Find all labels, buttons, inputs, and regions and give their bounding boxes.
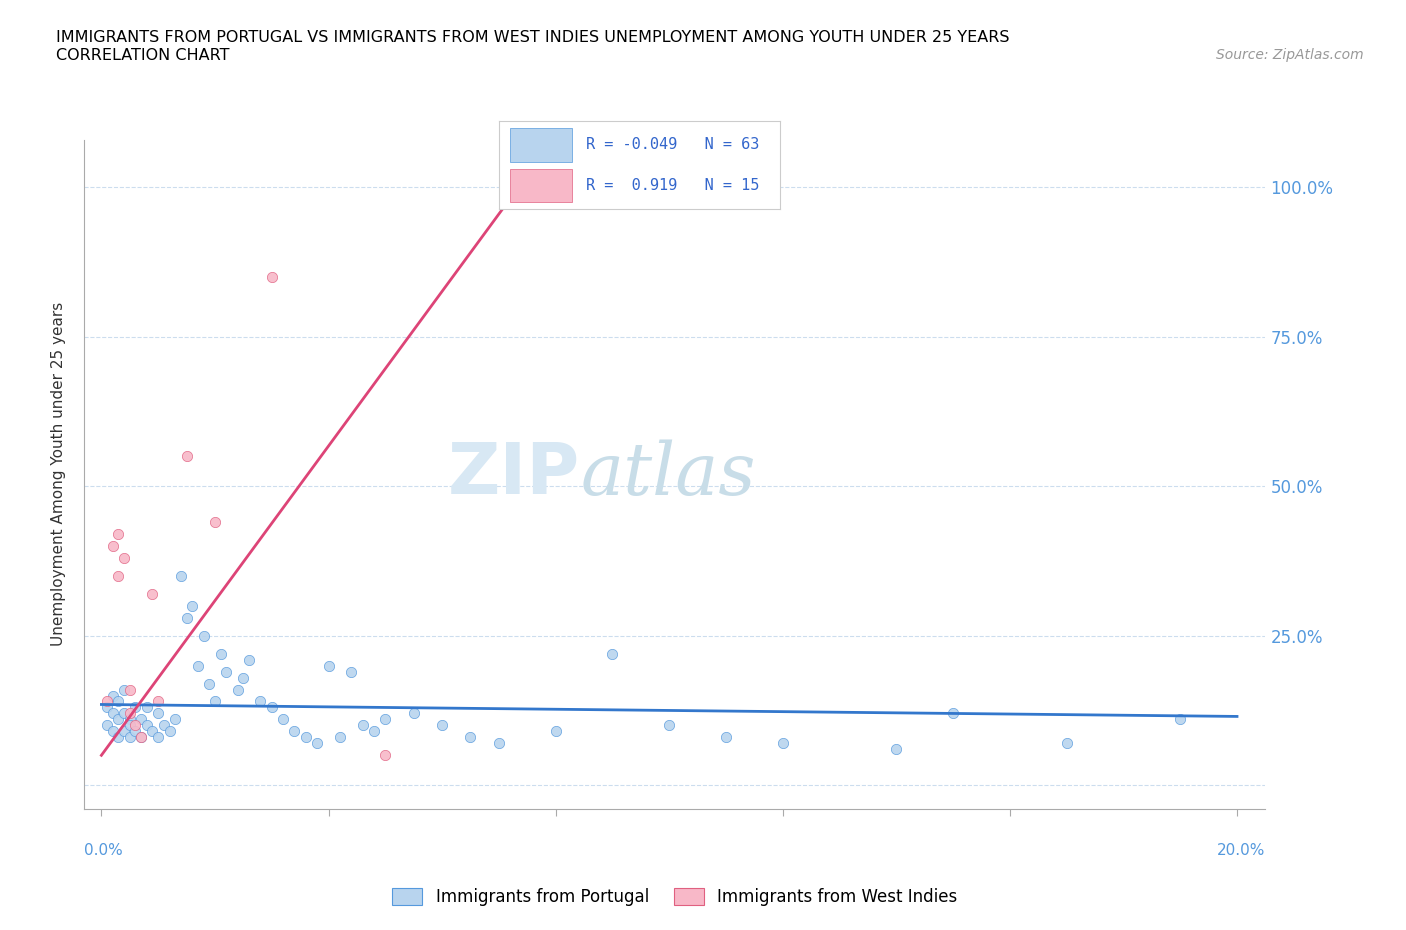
Point [374, 712, 396, 727]
Point [107, 694, 129, 709]
Text: CORRELATION CHART: CORRELATION CHART [56, 48, 229, 63]
Point [124, 724, 146, 738]
Point [193, 629, 215, 644]
Legend: Immigrants from Portugal, Immigrants from West Indies: Immigrants from Portugal, Immigrants fro… [385, 881, 965, 912]
Point [107, 526, 129, 541]
Point [148, 730, 170, 745]
Point [112, 682, 135, 697]
Point [165, 712, 187, 727]
Bar [510, 128, 572, 162]
Point [176, 610, 198, 625]
Point [460, 730, 482, 745]
Point [96, 700, 118, 715]
Point [112, 706, 135, 721]
Point [118, 712, 141, 727]
Point [232, 671, 254, 685]
Point [307, 736, 329, 751]
Point [118, 706, 141, 721]
Point [112, 551, 135, 565]
Point [215, 664, 238, 679]
Point [374, 748, 396, 763]
Point [260, 700, 283, 715]
Point [198, 676, 221, 691]
Point [714, 730, 737, 745]
Point [602, 646, 624, 661]
Point [135, 700, 157, 715]
Point [118, 718, 141, 733]
Y-axis label: Unemployment Among Youth under 25 years: Unemployment Among Youth under 25 years [51, 302, 66, 646]
Point [176, 449, 198, 464]
Point [886, 742, 908, 757]
Point [141, 587, 163, 602]
Point [112, 724, 135, 738]
Text: atlas: atlas [581, 439, 756, 510]
Point [141, 724, 163, 738]
Point [118, 682, 141, 697]
Text: R =  0.919   N = 15: R = 0.919 N = 15 [586, 178, 759, 193]
Point [187, 658, 209, 673]
Text: Source: ZipAtlas.com: Source: ZipAtlas.com [1216, 48, 1364, 62]
Point [430, 718, 453, 733]
Point [107, 712, 129, 727]
Point [107, 730, 129, 745]
Point [135, 718, 157, 733]
Point [170, 568, 193, 583]
Point [294, 730, 316, 745]
Point [101, 724, 124, 738]
Point [148, 706, 170, 721]
Text: IMMIGRANTS FROM PORTUGAL VS IMMIGRANTS FROM WEST INDIES UNEMPLOYMENT AMONG YOUTH: IMMIGRANTS FROM PORTUGAL VS IMMIGRANTS F… [56, 30, 1010, 45]
Text: 0.0%: 0.0% [84, 844, 124, 858]
Point [129, 730, 152, 745]
Point [107, 568, 129, 583]
Point [129, 730, 152, 745]
Point [488, 736, 510, 751]
Point [209, 646, 232, 661]
Point [340, 664, 363, 679]
Point [96, 718, 118, 733]
Point [159, 724, 181, 738]
Point [260, 270, 283, 285]
Point [1168, 712, 1191, 727]
Point [101, 538, 124, 553]
Point [363, 724, 385, 738]
Point [204, 694, 226, 709]
Point [101, 706, 124, 721]
Text: R = -0.049   N = 63: R = -0.049 N = 63 [586, 138, 759, 153]
Point [148, 694, 170, 709]
Point [124, 700, 146, 715]
Point [772, 736, 794, 751]
Text: 20.0%: 20.0% [1218, 844, 1265, 858]
Point [181, 598, 204, 613]
Point [96, 694, 118, 709]
Point [329, 730, 352, 745]
Point [942, 706, 965, 721]
Point [402, 706, 425, 721]
Point [658, 718, 681, 733]
Point [238, 652, 260, 667]
Point [153, 718, 176, 733]
Point [124, 718, 146, 733]
Point [129, 712, 152, 727]
Point [226, 682, 249, 697]
Point [118, 730, 141, 745]
Point [318, 658, 340, 673]
Point [1056, 736, 1078, 751]
Point [249, 694, 271, 709]
Point [352, 718, 374, 733]
Point [204, 514, 226, 529]
Text: ZIP: ZIP [449, 440, 581, 509]
Point [283, 724, 305, 738]
Point [544, 724, 567, 738]
Point [101, 688, 124, 703]
Bar [510, 168, 572, 202]
Point [271, 712, 294, 727]
